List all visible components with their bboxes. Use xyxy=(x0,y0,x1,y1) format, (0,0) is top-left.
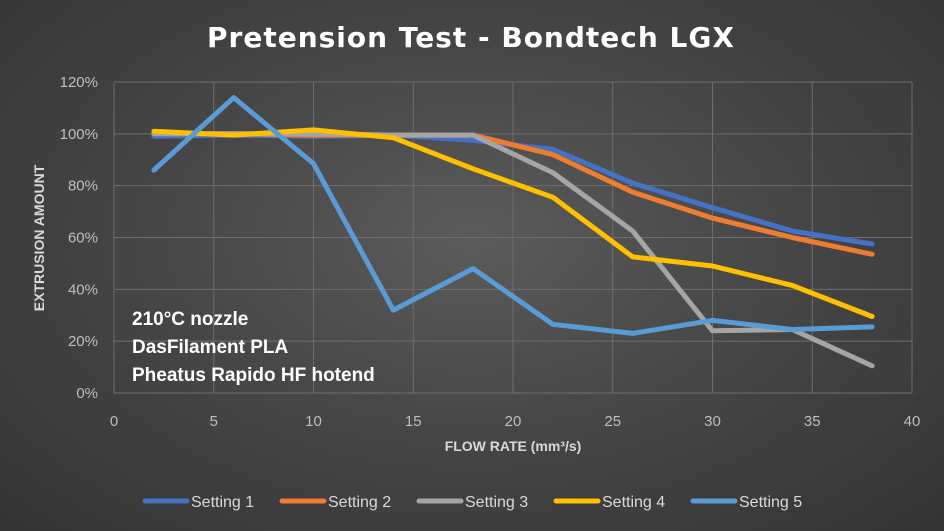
x-tick-label: 5 xyxy=(210,413,218,430)
y-axis-ticks: 0% 20% 40% 60% 80% 100% 120% xyxy=(60,74,98,402)
y-tick-label: 40% xyxy=(68,281,98,298)
x-tick-label: 35 xyxy=(804,413,821,430)
y-tick-label: 120% xyxy=(60,74,98,91)
annotation-filament: DasFilament PLA xyxy=(132,337,289,358)
series-line-setting-5 xyxy=(151,95,875,336)
series-lines xyxy=(151,95,875,369)
x-tick-label: 0 xyxy=(110,413,118,430)
x-axis-label: FLOW RATE (mm³/s) xyxy=(445,438,582,454)
y-axis-label: EXTRUSION AMOUNT xyxy=(31,164,47,311)
legend-label: Setting 2 xyxy=(328,494,391,511)
legend: Setting 1 Setting 2 Setting 3 Setting 4 Sett… xyxy=(142,494,802,511)
y-tick-label: 20% xyxy=(68,333,98,350)
legend-label: Setting 4 xyxy=(602,494,665,511)
annotation-hotend: Pheatus Rapido HF hotend xyxy=(132,365,375,386)
chart-title: Pretension Test - Bondtech LGX xyxy=(207,21,735,54)
y-tick-label: 60% xyxy=(68,230,98,247)
x-tick-label: 30 xyxy=(704,413,721,430)
x-tick-label: 20 xyxy=(505,413,522,430)
annotation-nozzle: 210°C nozzle xyxy=(132,309,248,330)
x-tick-label: 15 xyxy=(405,413,422,430)
legend-label: Setting 3 xyxy=(465,494,528,511)
x-tick-label: 40 xyxy=(904,413,921,430)
y-tick-label: 100% xyxy=(60,126,98,143)
x-axis-ticks: 0 5 10 15 20 25 30 35 40 xyxy=(110,413,921,430)
x-tick-label: 25 xyxy=(604,413,621,430)
y-tick-label: 0% xyxy=(76,385,98,402)
y-tick-label: 80% xyxy=(68,178,98,195)
legend-label: Setting 5 xyxy=(739,494,802,511)
legend-label: Setting 1 xyxy=(191,494,254,511)
x-tick-label: 10 xyxy=(305,413,322,430)
